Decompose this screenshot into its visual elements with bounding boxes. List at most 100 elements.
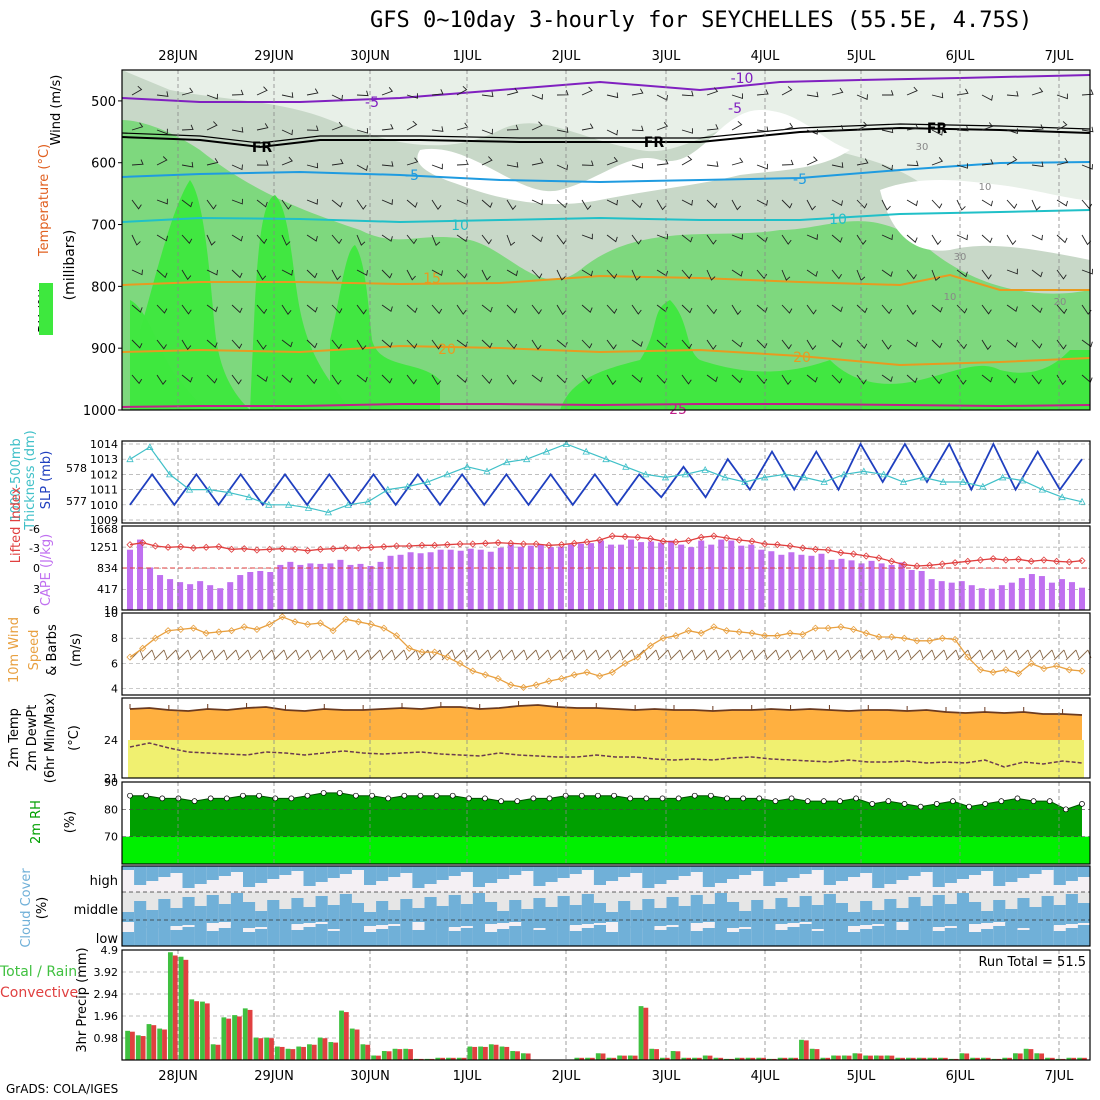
cloud-low-bar [485, 932, 498, 946]
wind-barb [231, 339, 243, 349]
precip-convective-bar [643, 1007, 649, 1060]
precip-convective-bar [739, 1057, 745, 1060]
wind-barb [856, 121, 868, 131]
rh2m-point [966, 803, 972, 810]
isotherm-line [121, 403, 1091, 408]
precip-convective-bar [525, 1053, 531, 1060]
cape-bar [197, 581, 204, 610]
cloud-mid-bar [400, 899, 413, 923]
rh2m-point [885, 798, 892, 804]
thickness-point [919, 473, 928, 481]
cloud-high-bar [630, 866, 643, 873]
precip-total-bar [307, 1044, 312, 1060]
wind-barb [306, 162, 319, 169]
wind10-barb [609, 649, 624, 661]
lifted-index-point [291, 545, 299, 553]
cloud-mid-bar [981, 911, 994, 923]
lifted-index-point [735, 536, 743, 544]
cloud-high-bar [267, 866, 280, 879]
rh2m-point [514, 798, 521, 804]
lifted-tick: 0 [33, 562, 40, 575]
cloud-low-bar [823, 928, 836, 946]
cape-bar [688, 547, 695, 610]
wind10-barb [225, 649, 240, 661]
axis-label-wind10-4: (m/s) [69, 633, 84, 667]
wind-barb [481, 128, 493, 135]
wind-speed-point [837, 623, 845, 631]
wind-barb [906, 339, 918, 348]
rh2m-point [820, 798, 827, 804]
slp-tick: 1013 [90, 453, 118, 466]
wind-barb [681, 90, 694, 97]
wind-speed-line [129, 616, 1083, 689]
precip-convective-bar [707, 1055, 713, 1060]
wind10-barb [309, 649, 324, 661]
cape-tick: 1251 [90, 541, 118, 554]
precip-total-bar [692, 1057, 697, 1060]
cloud-low-bar [388, 926, 401, 946]
wind-speed-point [392, 632, 401, 640]
wind10-barb [369, 649, 384, 661]
wind-barb [506, 124, 519, 131]
slp-tick: 1014 [90, 438, 118, 451]
lifted-tick: 3 [33, 583, 40, 596]
thickness-point [780, 470, 789, 478]
precip-total-bar [467, 1046, 473, 1060]
wind-barb [506, 162, 519, 168]
wind-barb [681, 155, 693, 166]
x-tick-top: 1JUL [453, 49, 483, 64]
cloud-mid-bar [606, 912, 619, 922]
rh2m-point [853, 795, 859, 802]
lifted-index-point [507, 539, 515, 547]
thickness-point [860, 467, 868, 475]
cloud-low-bar [739, 929, 752, 946]
isotherm-label: 10 [451, 218, 469, 234]
axis-label-wind10-1: 10m Wind [7, 617, 22, 683]
wind-barb [1006, 128, 1018, 135]
rh2m-point [869, 801, 876, 807]
wind-barb [781, 199, 793, 209]
wind-barb [1081, 89, 1094, 96]
precip-convective-bar [1017, 1053, 1023, 1060]
wind-barb [556, 339, 568, 348]
lifted-index-point [202, 543, 210, 551]
cloud-mid-bar [944, 904, 957, 926]
lifted-index-point [304, 547, 312, 555]
rh-contour-label: 20 [1054, 297, 1067, 308]
cape-bar [307, 563, 314, 610]
wind10-barb [645, 649, 660, 661]
x-tick-top: 29JUN [254, 49, 294, 64]
cape-tick: 1668 [90, 523, 118, 536]
wind-speed-point [342, 615, 350, 623]
cloud-high-bar [243, 866, 256, 887]
wind-barb [256, 339, 267, 350]
cloud-low-bar [497, 929, 510, 946]
wind-speed-point [1040, 664, 1048, 673]
pressure-tick: 800 [91, 280, 116, 295]
cloud-high-bar [811, 866, 824, 870]
cape-bar [1048, 582, 1055, 610]
thickness-point [641, 470, 650, 478]
precip-total-bar [638, 1006, 644, 1060]
wind-barb [831, 234, 843, 243]
temp-frame [121, 697, 1091, 779]
cloud-level-label: middle [74, 903, 118, 918]
wind-barb [1056, 304, 1068, 315]
wind-barb [656, 94, 668, 101]
precip-total-bar [1077, 1057, 1082, 1060]
wind-barb [381, 87, 394, 96]
run-total-label: Run Total = 51.5 [978, 955, 1086, 970]
cloud-mid-bar [727, 902, 740, 928]
cloud-mid-bar [799, 896, 812, 922]
pressure-tick: 700 [91, 219, 116, 234]
wind-barb [231, 164, 243, 171]
wind-barb [881, 199, 891, 211]
cape-bar [858, 563, 865, 610]
precip-total-bar [371, 1055, 377, 1060]
precip-total-bar [274, 1046, 280, 1060]
x-tick-bottom: 29JUN [254, 1069, 294, 1084]
wind-barb [681, 128, 693, 134]
wind-barb [706, 374, 718, 383]
cloud-high-bar [1041, 866, 1054, 870]
wind-barb [381, 124, 394, 131]
